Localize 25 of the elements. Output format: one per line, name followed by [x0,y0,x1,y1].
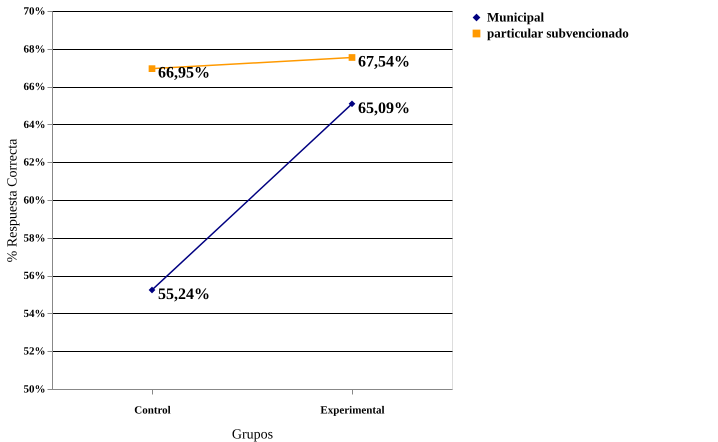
x-tick-label: Control [134,404,171,416]
point [148,65,156,72]
y-tick-label: 54% [24,308,46,320]
x-axis-title: Grupos [232,428,274,442]
data-label: 67,54% [358,53,410,70]
data-label: 66,95% [158,64,210,82]
y-tick-label: 68% [24,43,46,56]
point [148,286,156,294]
y-tick-label: 52% [24,346,46,358]
y-tick-label: 62% [24,156,46,169]
y-tick-label: 58% [24,232,46,244]
y-tick-label: 56% [24,270,46,282]
data-label: 55,24% [158,286,210,303]
x-tick-label: Experimental [320,404,385,416]
y-axis-title: % Respuesta Correcta [6,138,20,262]
y-tick-label: 70% [24,6,46,18]
legend-label: Municipal [487,10,544,24]
point [348,100,356,108]
point [348,54,356,61]
y-tick-label: 66% [24,81,46,94]
legend-label: particular subvencionado [487,26,629,40]
y-tick-label: 64% [24,118,46,131]
y-tick-label: 50% [24,384,46,396]
data-label: 65,09% [358,100,410,117]
y-tick-label: 60% [24,194,46,206]
